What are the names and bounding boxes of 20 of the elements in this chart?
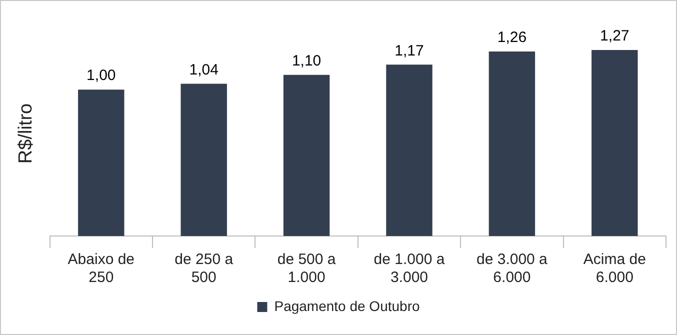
data-label: 1,26 — [497, 29, 527, 46]
y-axis-title: R$/litro — [16, 103, 37, 164]
data-label: 1,10 — [292, 52, 322, 70]
bar — [78, 90, 124, 236]
x-tick-label: de 250 a 500 — [174, 251, 234, 286]
bar — [283, 74, 330, 236]
x-tick-label: Acima de 6.000 — [583, 251, 646, 286]
bar — [180, 84, 227, 236]
x-tick-label: Abaixo de 250 — [68, 251, 135, 286]
data-label: 1,00 — [86, 67, 116, 84]
data-label: 1,17 — [394, 42, 424, 60]
legend-label: Pagamento de Outubro — [274, 298, 420, 314]
data-label: 1,27 — [600, 28, 630, 45]
bar — [488, 52, 536, 236]
data-label: 1,04 — [189, 61, 218, 78]
x-tick-label: de 3.000 a 6.000 — [476, 251, 548, 286]
bar — [592, 50, 638, 236]
bar — [386, 64, 432, 236]
x-tick-label: de 1.000 a 3.000 — [374, 251, 446, 286]
x-tick-label: de 500 a 1.000 — [277, 251, 336, 286]
